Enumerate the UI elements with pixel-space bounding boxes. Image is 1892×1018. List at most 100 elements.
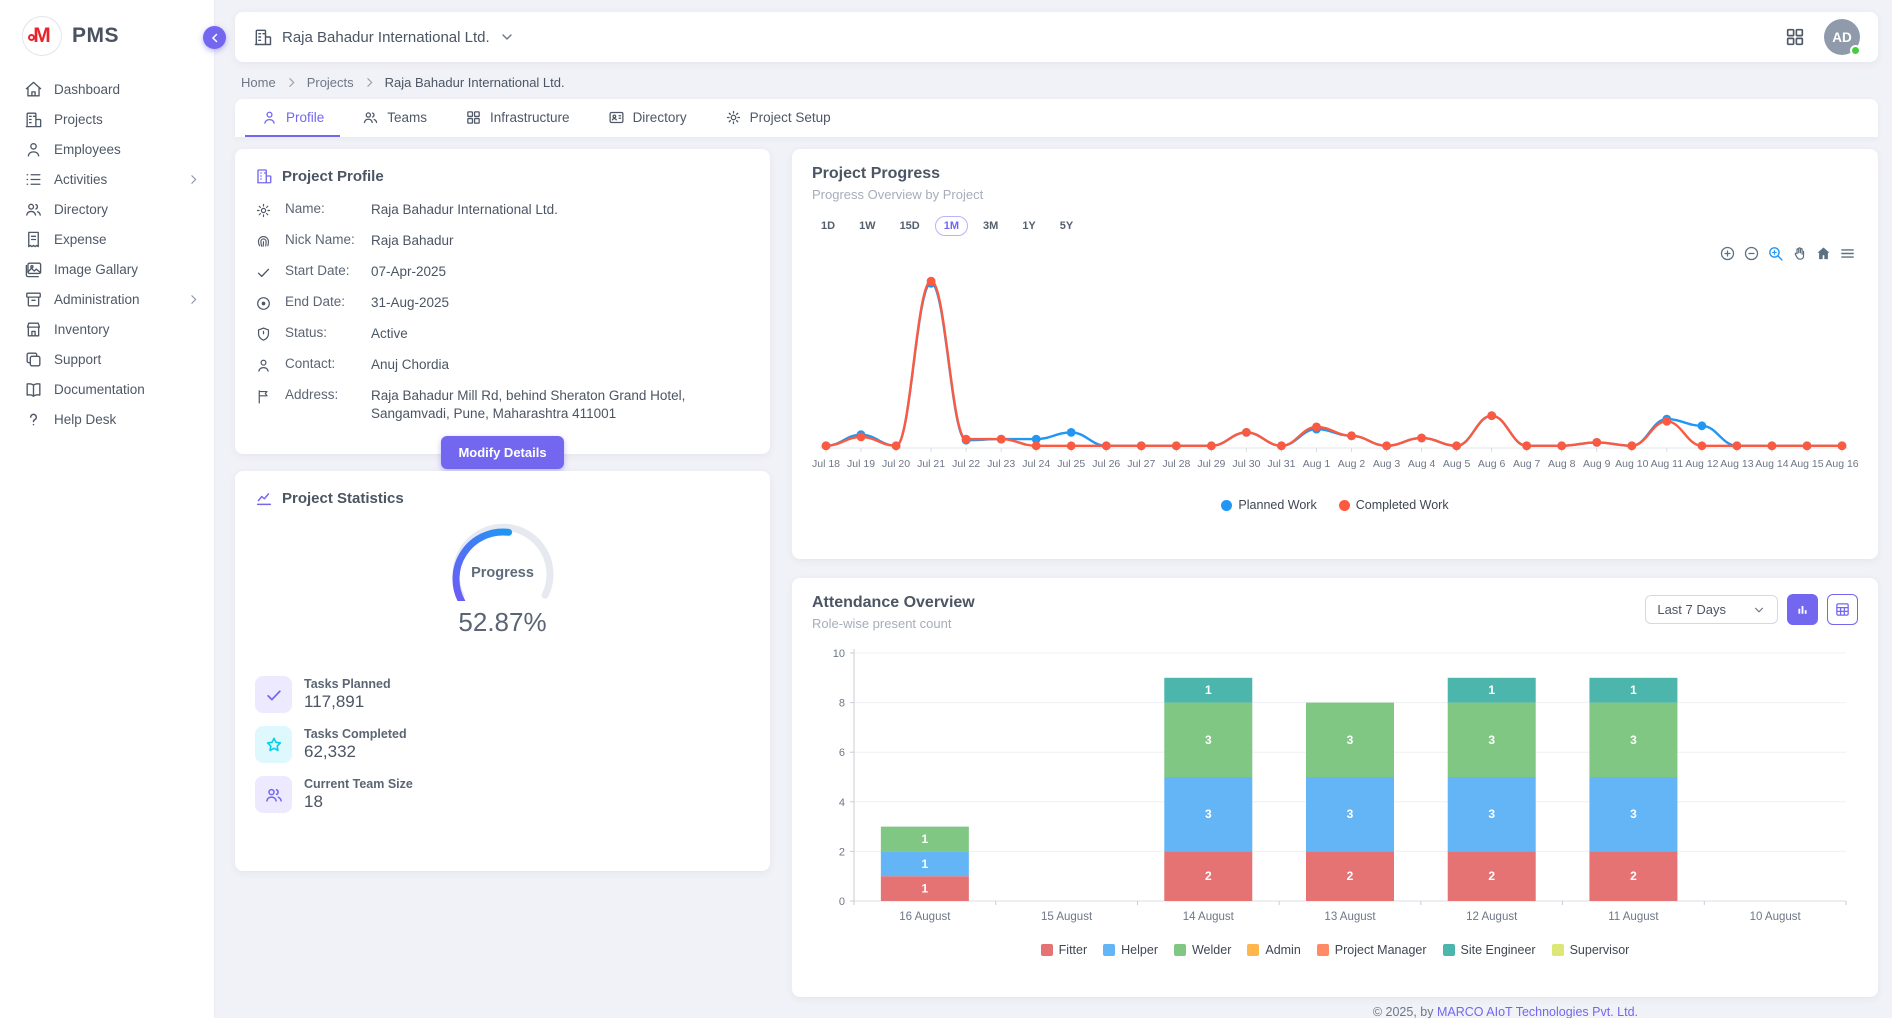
- range-1d[interactable]: 1D: [812, 216, 844, 236]
- bar-value-label: 1: [1630, 683, 1637, 697]
- store-icon: [24, 320, 43, 339]
- legend-swatch: [1247, 944, 1259, 956]
- top-header: Raja Bahadur International Ltd. AD: [235, 12, 1878, 62]
- sidebar-item-projects[interactable]: Projects: [0, 104, 214, 134]
- chevron-right-icon: [363, 76, 376, 89]
- sidebar-item-dashboard[interactable]: Dashboard: [0, 74, 214, 104]
- legend-item[interactable]: Helper: [1103, 943, 1158, 957]
- card-subtitle: Progress Overview by Project: [812, 187, 1858, 202]
- range-15d[interactable]: 15D: [891, 216, 929, 236]
- stat-team-size: Current Team Size 18: [255, 776, 750, 813]
- y-axis-label: 2: [839, 846, 845, 858]
- legend-label: Completed Work: [1356, 498, 1449, 512]
- x-axis-label: 14 August: [1183, 911, 1235, 923]
- building-icon: [253, 27, 273, 47]
- zoom-select-icon[interactable]: [1767, 245, 1784, 262]
- range-5y[interactable]: 5Y: [1051, 216, 1082, 236]
- people-icon: [362, 109, 379, 126]
- bar-chart-icon: [1794, 601, 1811, 618]
- sidebar-item-support[interactable]: Support: [0, 344, 214, 374]
- field-address: Address: Raja Bahadur Mill Rd, behind Sh…: [255, 387, 750, 422]
- footer: © 2025, by MARCO AIoT Technologies Pvt. …: [235, 997, 1878, 1018]
- legend-item[interactable]: Planned Work: [1221, 498, 1316, 512]
- line-chart-legend: Planned Work Completed Work: [812, 498, 1858, 512]
- field-status: Status: Active: [255, 325, 750, 351]
- x-axis-label: Aug 9: [1583, 458, 1611, 470]
- range-1y[interactable]: 1Y: [1013, 216, 1044, 236]
- modify-details-button[interactable]: Modify Details: [441, 436, 563, 469]
- bar-value-label: 1: [922, 882, 929, 896]
- pan-hand-icon[interactable]: [1791, 245, 1808, 262]
- table-view-button[interactable]: [1827, 594, 1858, 625]
- bar-value-label: 3: [1488, 733, 1495, 747]
- user-avatar[interactable]: AD: [1824, 19, 1860, 55]
- tab-infrastructure[interactable]: Infrastructure: [449, 99, 586, 137]
- flag-icon: [255, 388, 272, 405]
- x-axis-label: 10 August: [1750, 911, 1802, 923]
- legend-item[interactable]: Fitter: [1041, 943, 1087, 957]
- tab-teams[interactable]: Teams: [346, 99, 443, 137]
- chevron-left-icon: [209, 32, 221, 44]
- sidebar-item-inventory[interactable]: Inventory: [0, 314, 214, 344]
- gear-icon: [725, 109, 742, 126]
- building-icon: [255, 167, 273, 185]
- legend-item[interactable]: Site Engineer: [1443, 943, 1536, 957]
- sidebar-item-employees[interactable]: Employees: [0, 134, 214, 164]
- company-link[interactable]: MARCO AIoT Technologies Pvt. Ltd.: [1437, 1005, 1638, 1018]
- breadcrumb-home[interactable]: Home: [241, 75, 276, 90]
- company-name: Raja Bahadur International Ltd.: [282, 29, 490, 46]
- breadcrumb-projects[interactable]: Projects: [307, 75, 354, 90]
- sidebar-item-directory[interactable]: Directory: [0, 194, 214, 224]
- tab-profile[interactable]: Profile: [245, 99, 340, 137]
- legend-label: Helper: [1121, 943, 1158, 957]
- x-axis-label: 16 August: [899, 911, 951, 923]
- chevron-right-icon: [285, 76, 298, 89]
- sidebar-item-activities[interactable]: Activities: [0, 164, 214, 194]
- company-selector[interactable]: Raja Bahadur International Ltd.: [253, 27, 515, 47]
- legend-item[interactable]: Project Manager: [1317, 943, 1427, 957]
- apps-grid-icon[interactable]: [1784, 26, 1806, 48]
- date-range-select[interactable]: Last 7 Days: [1645, 595, 1778, 624]
- sidebar-item-image-gallery[interactable]: Image Gallary: [0, 254, 214, 284]
- x-axis-label: Jul 22: [952, 458, 980, 470]
- sidebar-collapse-button[interactable]: [203, 26, 226, 49]
- sidebar-item-expense[interactable]: Expense: [0, 224, 214, 254]
- bar-value-label: 3: [1630, 733, 1637, 747]
- bar-value-label: 1: [1205, 683, 1212, 697]
- zoom-in-icon[interactable]: [1719, 245, 1736, 262]
- attendance-bar-chart[interactable]: 024681011116 August15 August233114 Augus…: [812, 645, 1858, 937]
- x-axis-label: Jul 18: [812, 458, 840, 470]
- sidebar: M PMS Dashboard Projects Employees Activ…: [0, 0, 215, 1018]
- tab-project-setup[interactable]: Project Setup: [709, 99, 847, 137]
- sidebar-item-help-desk[interactable]: Help Desk: [0, 404, 214, 434]
- sidebar-item-documentation[interactable]: Documentation: [0, 374, 214, 404]
- x-axis-label: Jul 23: [987, 458, 1015, 470]
- people-icon: [24, 200, 43, 219]
- home-reset-icon[interactable]: [1815, 245, 1832, 262]
- app-logo[interactable]: M PMS: [0, 0, 214, 74]
- online-status-dot: [1850, 45, 1861, 56]
- zoom-out-icon[interactable]: [1743, 245, 1760, 262]
- book-icon: [24, 380, 43, 399]
- legend-item[interactable]: Admin: [1247, 943, 1300, 957]
- bar-chart-view-button[interactable]: [1787, 594, 1818, 625]
- range-1m[interactable]: 1M: [935, 216, 968, 236]
- x-axis-label: 11 August: [1608, 911, 1659, 923]
- tab-directory[interactable]: Directory: [592, 99, 703, 137]
- x-axis-label: Aug 5: [1443, 458, 1471, 470]
- legend-item[interactable]: Welder: [1174, 943, 1231, 957]
- y-axis-label: 4: [839, 797, 845, 809]
- range-1w[interactable]: 1W: [850, 216, 885, 236]
- legend-item[interactable]: Supervisor: [1552, 943, 1630, 957]
- card-title: Project Statistics: [282, 490, 404, 507]
- list-icon: [24, 170, 43, 189]
- legend-swatch: [1317, 944, 1329, 956]
- range-3m[interactable]: 3M: [974, 216, 1007, 236]
- legend-item[interactable]: Completed Work: [1339, 498, 1449, 512]
- field-nickname: Nick Name: Raja Bahadur: [255, 232, 750, 258]
- home-icon: [24, 80, 43, 99]
- sidebar-item-administration[interactable]: Administration: [0, 284, 214, 314]
- bar-value-label: 2: [1205, 869, 1212, 883]
- progress-line-chart[interactable]: Jul 18Jul 19Jul 20Jul 21Jul 22Jul 23Jul …: [812, 252, 1858, 490]
- menu-icon[interactable]: [1839, 245, 1856, 262]
